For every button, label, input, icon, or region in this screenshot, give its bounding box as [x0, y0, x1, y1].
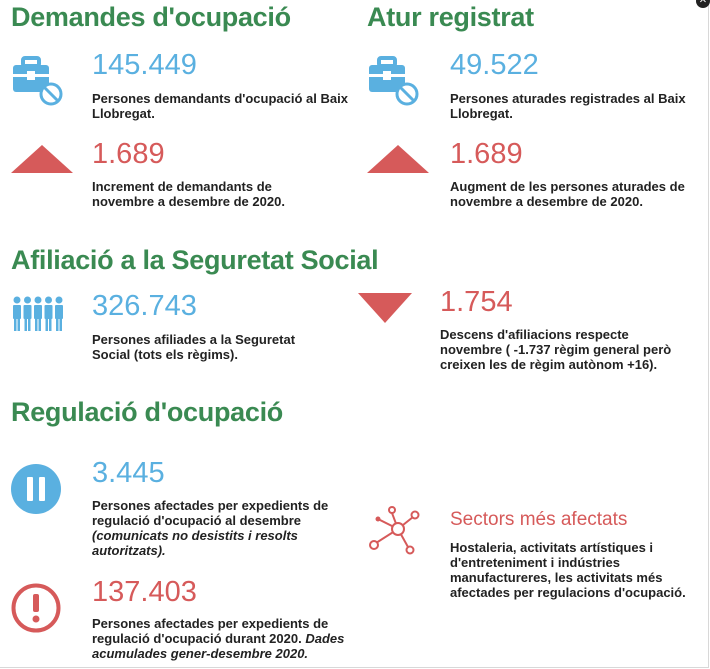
demandes-total-desc: Persones demandants d'ocupació al Baix L… — [92, 91, 348, 121]
regulacio-desembre-desc: Persones afectades per expedients de reg… — [92, 498, 357, 558]
demandes-heading: Demandes d'ocupació — [11, 2, 291, 32]
sectors-desc: Hostaleria, activitats artístiques i d'e… — [450, 540, 686, 600]
afiliacio-change-value: 1.754 — [440, 286, 513, 318]
afiliacio-heading: Afiliació a la Seguretat Social — [11, 245, 379, 275]
regulacio-heading: Regulació d'ocupació — [11, 397, 283, 427]
afiliacio-change-desc: Descens d'afiliacions respecte novembre … — [440, 327, 672, 372]
demandes-change-desc: Increment de demandants de novembre a de… — [92, 179, 285, 209]
atur-change-value: 1.689 — [450, 138, 523, 170]
briefcase-blocked-icon — [13, 56, 63, 106]
afiliacio-total-value: 326.743 — [92, 290, 197, 322]
regulacio-acumulat-desc: Persones afectades per expedients de reg… — [92, 616, 362, 661]
exclamation-circle-icon — [11, 583, 61, 633]
close-icon[interactable]: ✕ — [696, 0, 710, 8]
regulacio-desembre-note: (comunicats no desistits i resolts autor… — [92, 528, 298, 558]
triangle-up-icon — [367, 145, 429, 173]
regulacio-acumulat-text: Persones afectades per expedients de reg… — [92, 616, 329, 646]
demandes-total-value: 145.449 — [92, 49, 197, 81]
atur-heading: Atur registrat — [367, 2, 534, 32]
people-group-icon — [13, 296, 63, 331]
network-nodes-icon — [369, 506, 420, 555]
afiliacio-total-desc: Persones afiliades a la Seguretat Social… — [92, 332, 296, 362]
briefcase-blocked-icon — [369, 56, 419, 106]
regulacio-desembre-text: Persones afectades per expedients de reg… — [92, 498, 329, 528]
regulacio-desembre-value: 3.445 — [92, 457, 165, 489]
pause-circle-icon — [11, 464, 61, 514]
regulacio-acumulat-value: 137.403 — [92, 576, 197, 608]
sectors-heading: Sectors més afectats — [450, 509, 628, 530]
atur-total-desc: Persones aturades registrades al Baix Ll… — [450, 91, 686, 121]
triangle-down-icon — [358, 293, 412, 323]
triangle-up-icon — [11, 145, 73, 173]
regulacio-acumulat-note: Dades acumulades gener-desembre 2020. — [92, 631, 345, 661]
atur-total-value: 49.522 — [450, 49, 539, 81]
demandes-change-value: 1.689 — [92, 138, 165, 170]
atur-change-desc: Augment de les persones aturades de nove… — [450, 179, 685, 209]
